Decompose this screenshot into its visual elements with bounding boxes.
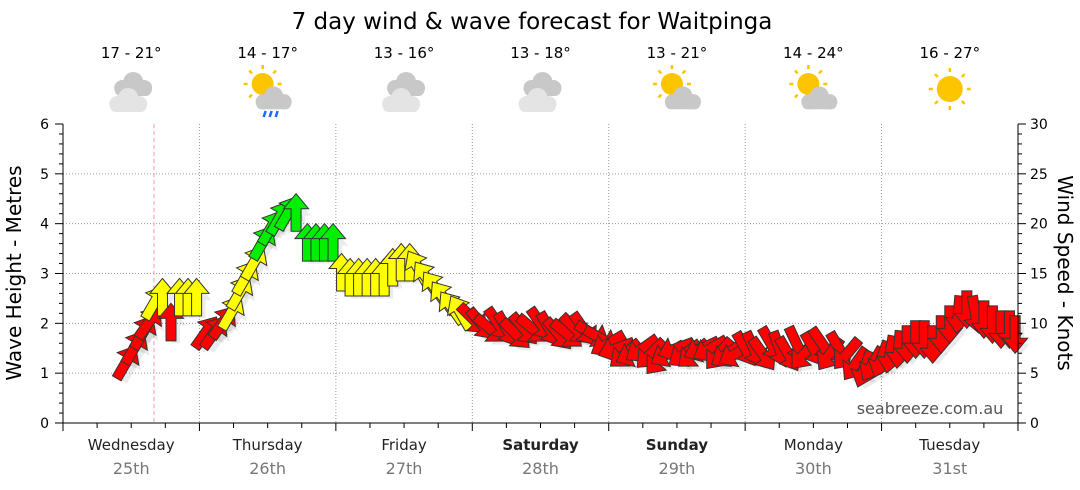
y2-tick-label: 0 bbox=[1030, 416, 1039, 432]
watermark: seabreeze.com.au bbox=[857, 399, 1004, 418]
y-tick-label: 0 bbox=[40, 416, 49, 432]
day-column-tuesday: 16 - 27° Tuesday 31st bbox=[918, 44, 980, 478]
partly-cloudy-icon bbox=[652, 65, 701, 110]
y-tick-label: 3 bbox=[40, 267, 49, 283]
y2-tick-label: 10 bbox=[1030, 316, 1048, 332]
temperature-range: 13 - 16° bbox=[374, 44, 435, 62]
y2-tick-label: 5 bbox=[1030, 366, 1039, 382]
day-column-friday: 13 - 16° Friday 27th bbox=[374, 44, 435, 478]
day-column-saturday: 13 - 18° Saturday 28th bbox=[502, 44, 579, 478]
wind-arrow bbox=[319, 222, 347, 262]
y2-tick-label: 15 bbox=[1030, 267, 1048, 283]
y2-axis-label: Wind Speed - Knots bbox=[1053, 175, 1077, 371]
temperature-range: 13 - 21° bbox=[647, 44, 708, 62]
temperature-range: 14 - 17° bbox=[237, 44, 298, 62]
day-column-thursday: 14 - 17° Thursday 26th bbox=[232, 44, 303, 478]
axes: 0 1 2 3 4 5 6 0 5 10 15 20 25 30 bbox=[40, 117, 1048, 432]
day-name: Friday bbox=[381, 436, 427, 454]
cloudy-icon bbox=[382, 72, 426, 112]
sunny-icon bbox=[928, 68, 971, 110]
day-column-monday: 14 - 24° Monday 30th bbox=[783, 44, 844, 478]
y-tick-label: 4 bbox=[40, 217, 49, 233]
chart-title: 7 day wind & wave forecast for Waitpinga bbox=[292, 9, 773, 35]
y-axis-label: Wave Height - Metres bbox=[2, 165, 26, 380]
temperature-range: 13 - 18° bbox=[510, 44, 571, 62]
day-column-sunday: 13 - 21° Sunday 29th bbox=[646, 44, 709, 478]
day-date: 27th bbox=[386, 459, 423, 478]
temperature-range: 16 - 27° bbox=[919, 44, 980, 62]
y2-tick-label: 30 bbox=[1030, 117, 1048, 133]
day-name: Thursday bbox=[232, 436, 303, 454]
day-date: 30th bbox=[795, 459, 832, 478]
wind-arrow bbox=[282, 192, 310, 232]
temperature-range: 14 - 24° bbox=[783, 44, 844, 62]
wind-arrow bbox=[1001, 315, 1029, 355]
y2-tick-label: 25 bbox=[1030, 167, 1048, 183]
day-name: Tuesday bbox=[918, 436, 980, 454]
sun-cloud-rain-icon bbox=[243, 65, 292, 118]
y-tick-label: 2 bbox=[40, 316, 49, 332]
y2-tick-label: 20 bbox=[1030, 217, 1048, 233]
day-name: Saturday bbox=[502, 436, 579, 454]
day-date: 28th bbox=[522, 459, 559, 478]
y-tick-label: 6 bbox=[40, 117, 49, 133]
cloudy-icon bbox=[518, 72, 562, 112]
day-date: 31st bbox=[932, 459, 967, 478]
partly-cloudy-icon bbox=[789, 65, 838, 110]
y-tick-label: 5 bbox=[40, 167, 49, 183]
wind-arrow bbox=[133, 306, 162, 342]
day-date: 25th bbox=[113, 459, 150, 478]
day-name: Wednesday bbox=[88, 436, 175, 454]
temperature-range: 17 - 21° bbox=[101, 44, 162, 62]
wind-arrow bbox=[183, 277, 211, 317]
day-name: Sunday bbox=[646, 436, 709, 454]
wind-arrows bbox=[111, 192, 1031, 390]
cloudy-icon bbox=[109, 72, 153, 112]
day-columns: 17 - 21° Wednesday 25th 14 - 17° Thursday 26t… bbox=[88, 44, 981, 478]
day-date: 26th bbox=[249, 459, 286, 478]
day-name: Monday bbox=[784, 436, 843, 454]
day-column-wednesday: 17 - 21° Wednesday 25th bbox=[88, 44, 175, 478]
day-date: 29th bbox=[659, 459, 696, 478]
y-tick-label: 1 bbox=[40, 366, 49, 382]
